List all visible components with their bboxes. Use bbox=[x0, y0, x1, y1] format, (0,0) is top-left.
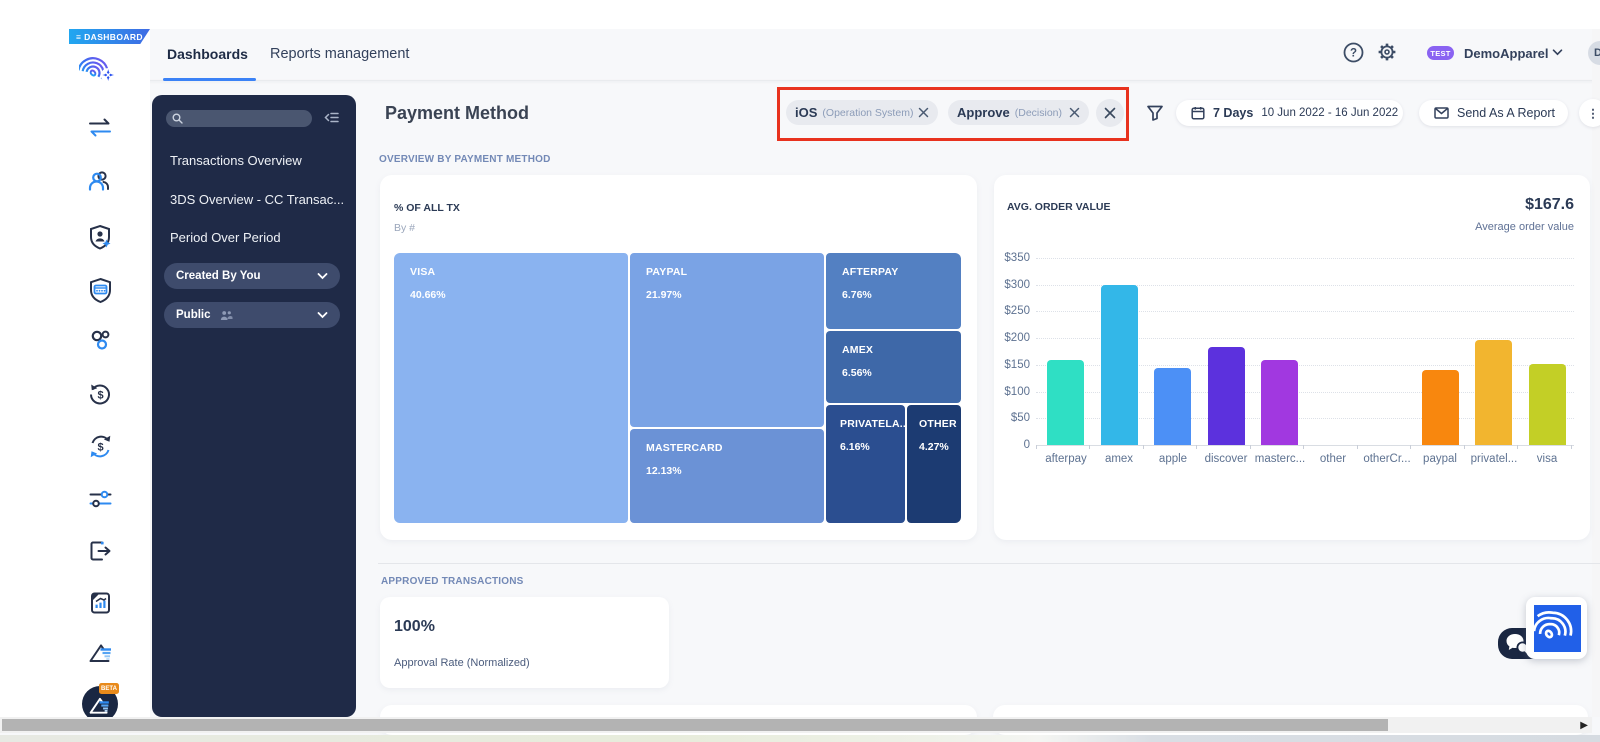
svg-text:$: $ bbox=[97, 441, 103, 453]
svg-text:?: ? bbox=[1350, 48, 1357, 60]
svg-text:$: $ bbox=[97, 390, 103, 402]
